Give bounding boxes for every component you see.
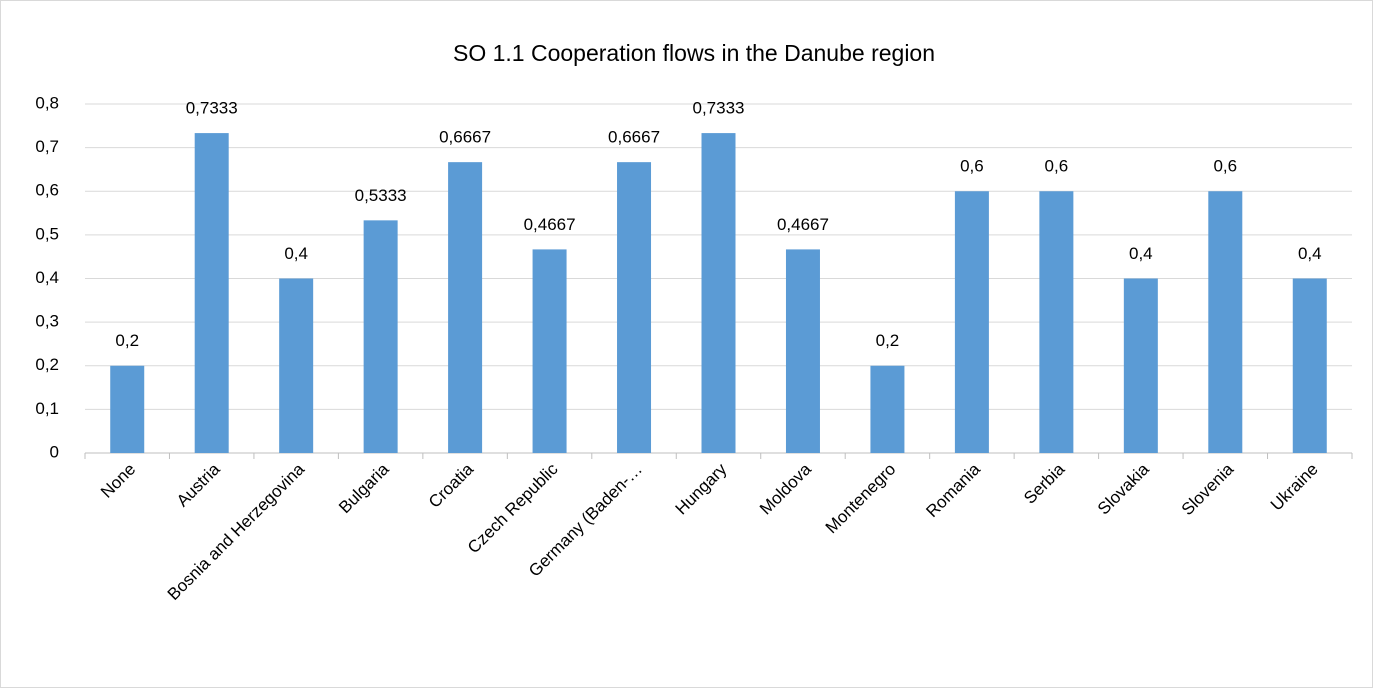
y-tick-label: 0,7 [35, 137, 59, 156]
bar [1123, 278, 1158, 453]
data-label: 0,4667 [524, 215, 576, 234]
bar [363, 220, 398, 453]
data-label: 0,2 [115, 331, 139, 350]
data-label: 0,4 [1129, 244, 1153, 263]
bar [448, 162, 483, 453]
data-label: 0,4667 [777, 215, 829, 234]
data-label: 0,6667 [439, 128, 491, 147]
bar [954, 191, 989, 453]
data-label: 0,4 [1298, 244, 1322, 263]
bar [870, 365, 905, 453]
data-label: 0,2 [876, 331, 900, 350]
data-label: 0,4 [284, 244, 308, 263]
bar [1208, 191, 1243, 453]
bar [110, 365, 145, 453]
data-label: 0,5333 [355, 186, 407, 205]
chart-title: SO 1.1 Cooperation flows in the Danube r… [453, 40, 935, 66]
y-tick-label: 0,1 [35, 399, 59, 418]
data-label: 0,6667 [608, 128, 660, 147]
bar [701, 133, 736, 453]
data-label: 0,6 [1045, 157, 1069, 176]
bar [1292, 278, 1327, 453]
data-label: 0,6 [960, 157, 984, 176]
y-tick-label: 0,5 [35, 224, 59, 243]
bar [617, 162, 652, 453]
bar [1039, 191, 1074, 453]
bar [194, 133, 229, 453]
bar [785, 249, 820, 453]
bar [279, 278, 314, 453]
y-tick-label: 0,4 [35, 268, 59, 287]
y-tick-label: 0 [50, 442, 59, 461]
bar [532, 249, 567, 453]
y-tick-label: 0,2 [35, 355, 59, 374]
data-label: 0,7333 [693, 99, 745, 118]
data-label: 0,6 [1213, 157, 1237, 176]
y-tick-label: 0,3 [35, 312, 59, 331]
y-tick-label: 0,6 [35, 181, 59, 200]
data-label: 0,7333 [186, 99, 238, 118]
y-tick-label: 0,8 [35, 93, 59, 112]
